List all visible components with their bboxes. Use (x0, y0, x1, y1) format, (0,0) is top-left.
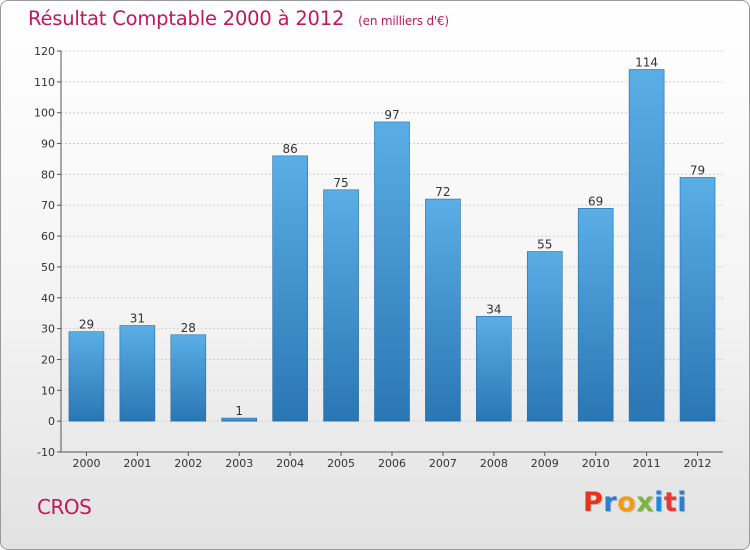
logo-letter: P (583, 487, 604, 518)
data-label: 55 (537, 238, 552, 252)
chart-title: Résultat Comptable 2000 à 2012 (en milli… (28, 7, 449, 30)
bar-2003 (221, 417, 258, 422)
x-tick-label: 2008 (480, 457, 508, 470)
y-tick-label: 120 (34, 45, 55, 58)
bar-2005 (323, 189, 359, 422)
x-tick-label: 2005 (327, 457, 355, 470)
logo-letter: r (603, 487, 618, 518)
y-tick-label: 50 (41, 261, 55, 274)
y-tick-label: 110 (34, 76, 55, 89)
data-label: 72 (435, 185, 450, 199)
bar-2012 (679, 177, 716, 422)
chart-title-text: Résultat Comptable 2000 à 2012 (28, 7, 345, 30)
logo-letter: o (617, 487, 637, 518)
bar-2009 (526, 251, 563, 422)
bar-2001 (119, 325, 156, 422)
data-label: 69 (588, 194, 603, 208)
y-tick-label: 70 (41, 199, 55, 212)
y-tick-label: 100 (34, 107, 55, 120)
data-label: 1 (235, 404, 243, 418)
proxiti-logo[interactable]: Proxiti (583, 487, 687, 518)
y-tick-label: 90 (41, 138, 55, 151)
y-tick-label: 30 (41, 323, 55, 336)
bar-2008 (476, 315, 512, 422)
commune-name: CROS (37, 495, 92, 519)
data-label: 97 (384, 108, 399, 122)
logo-letter: x (636, 487, 655, 518)
logo-letter: i (677, 487, 688, 518)
y-tick-label: 20 (41, 353, 55, 366)
x-tick-label: 2001 (123, 457, 151, 470)
data-label: 114 (635, 56, 658, 70)
y-tick-label: 0 (48, 415, 55, 428)
x-tick-label: 2011 (633, 457, 661, 470)
y-tick-label: -10 (37, 446, 55, 459)
x-tick-label: 2012 (684, 457, 712, 470)
y-tick-label: 40 (41, 292, 55, 305)
bar-2006 (374, 121, 410, 422)
logo-letter: i (654, 487, 664, 518)
y-tick-label: 80 (41, 168, 55, 181)
x-tick-label: 2002 (174, 457, 202, 470)
data-label: 28 (181, 321, 196, 335)
data-label: 75 (333, 176, 348, 190)
bar-2002 (170, 334, 207, 422)
data-label: 29 (79, 318, 94, 332)
x-tick-label: 2007 (429, 457, 457, 470)
x-tick-label: 2010 (582, 457, 610, 470)
data-label: 34 (486, 302, 501, 316)
y-tick-label: 60 (41, 230, 55, 243)
logo-letter: t (663, 487, 678, 518)
chart-subtitle: (en milliers d'€) (358, 14, 449, 28)
bars (68, 69, 716, 422)
bar-2011 (628, 69, 665, 422)
y-tick-label: 10 (41, 384, 55, 397)
x-tick-label: 2003 (225, 457, 253, 470)
bar-2004 (272, 155, 308, 422)
x-tick-label: 2006 (378, 457, 406, 470)
x-tick-label: 2004 (276, 457, 304, 470)
x-tick-label: 2009 (531, 457, 559, 470)
data-labels: 29 31 28 1 86 75 97 72 34 55 69 114 79 (79, 56, 705, 419)
data-label: 31 (130, 312, 145, 326)
data-label: 79 (690, 163, 705, 177)
x-tick-label: 2000 (72, 457, 100, 470)
axes: -10 0 10 20 30 40 50 60 70 80 90 100 110 120 2000 2001 2… (34, 45, 723, 470)
bar-2010 (577, 208, 614, 422)
bar-2000 (68, 331, 105, 422)
data-label: 86 (283, 142, 298, 156)
bar-2007 (425, 198, 461, 422)
